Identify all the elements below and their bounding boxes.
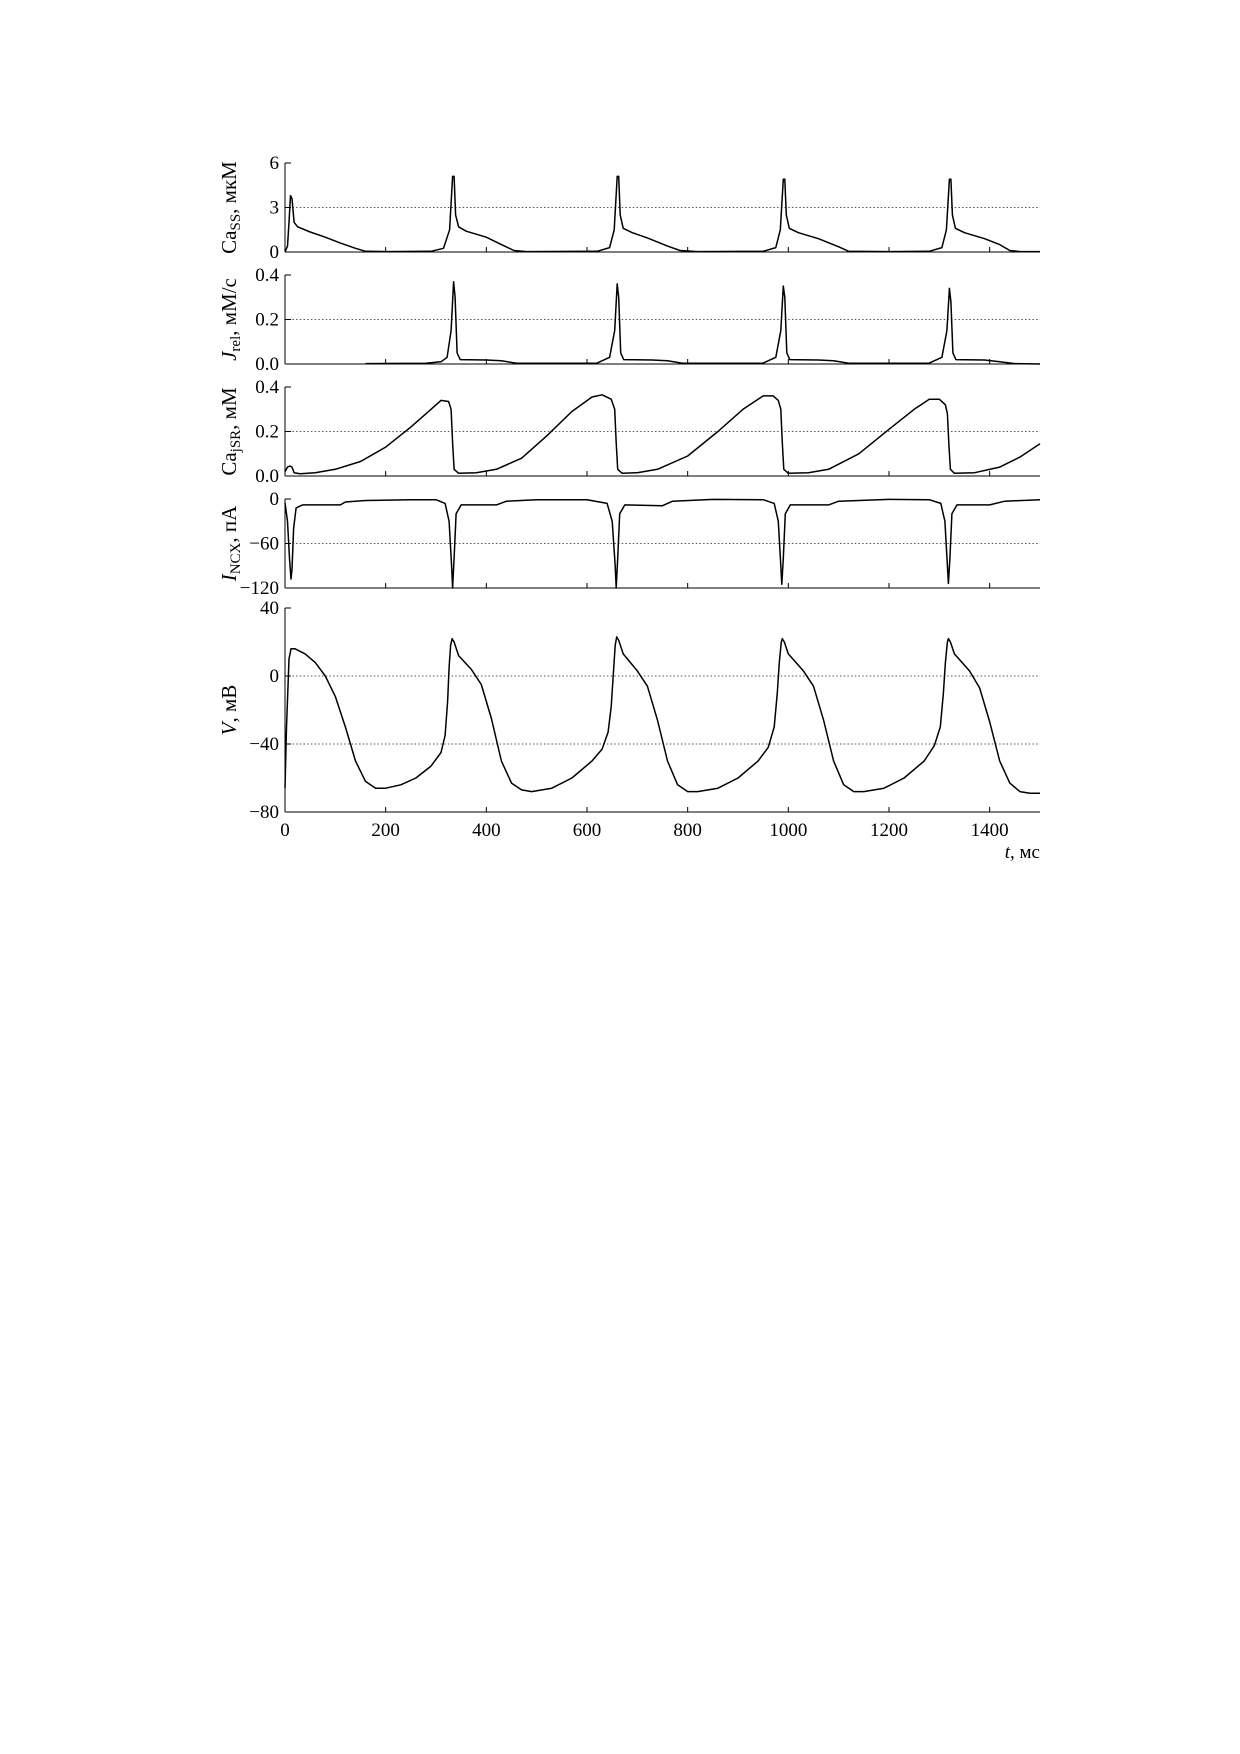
x-tick-label: 800 <box>673 820 702 841</box>
y-axis-label-part: I <box>217 573 241 582</box>
x-tick-label: 0 <box>280 820 290 841</box>
y-axis-label-part: , мВ <box>217 685 241 723</box>
y-tick-label: 0 <box>270 666 280 687</box>
y-axis-label: V, мВ <box>217 685 241 736</box>
y-axis-label-part: , мМ/с <box>217 278 241 336</box>
x-tick-label: 400 <box>472 820 501 841</box>
y-tick-label: 0.4 <box>255 377 279 398</box>
y-tick-label: −60 <box>249 534 279 555</box>
y-tick-label: −80 <box>249 802 279 823</box>
x-tick-label: 1000 <box>769 820 807 841</box>
series-line <box>284 394 1041 475</box>
y-axis-label-part: Ca <box>217 230 241 254</box>
y-axis-label-part: SS <box>228 214 244 231</box>
y-tick-label: 3 <box>270 198 280 219</box>
x-axis-label: t, мс <box>1005 842 1040 863</box>
y-tick-label: 0.4 <box>255 265 279 286</box>
x-tick-label: 600 <box>573 820 602 841</box>
x-tick-label: 1400 <box>971 820 1009 841</box>
y-tick-label: 0.0 <box>255 354 279 375</box>
y-axis-label: CaSS, мкМ <box>217 161 244 254</box>
y-axis-label-part: NCX <box>228 542 244 574</box>
y-tick-label: 0 <box>270 489 280 510</box>
x-axis-label-part: t <box>1005 842 1011 863</box>
y-tick-label: 0 <box>270 242 280 263</box>
panel-4: −120 −60 0 INCX, пА <box>217 489 1041 599</box>
y-axis-label-part: , мМ <box>217 387 241 430</box>
y-axis-label-part: , пА <box>217 505 241 543</box>
panel-3: 0.0 0.2 0.4 CajSR, мМ <box>217 377 1041 487</box>
y-axis-label-part: J <box>217 350 241 361</box>
y-tick-label: 6 <box>270 153 280 174</box>
series-line <box>284 175 1040 253</box>
panel-1: 0 3 6 CaSS, мкМ <box>217 153 1040 263</box>
y-tick-label: 0.2 <box>255 310 279 331</box>
y-axis-label-part: V <box>217 720 241 735</box>
x-axis-label-part: , мс <box>1010 842 1040 863</box>
y-axis-label-part: , мкМ <box>217 161 241 214</box>
y-tick-label: 0.2 <box>255 422 279 443</box>
y-tick-label: 40 <box>260 598 279 619</box>
y-axis-label-part: Ca <box>217 452 241 476</box>
y-axis-label: INCX, пА <box>217 505 244 582</box>
y-tick-label: −120 <box>240 578 279 599</box>
series-line <box>284 636 1040 795</box>
y-axis-label: CajSR, мМ <box>217 387 244 476</box>
y-axis-label: Jrel, мМ/с <box>217 278 244 361</box>
series-line <box>284 498 1041 589</box>
x-tick-label: 1200 <box>870 820 908 841</box>
y-axis-label-part: jSR <box>228 430 244 454</box>
y-tick-label: −40 <box>249 734 279 755</box>
x-tick-label: 200 <box>371 820 400 841</box>
panel-5: −80 −40 0 40 V, мВ <box>217 598 1040 823</box>
panel-2: 0.0 0.2 0.4 Jrel, мМ/с <box>217 265 1041 375</box>
series-line <box>365 280 1041 365</box>
y-tick-label: 0.0 <box>255 466 279 487</box>
y-axis-label-part: rel <box>228 336 244 352</box>
